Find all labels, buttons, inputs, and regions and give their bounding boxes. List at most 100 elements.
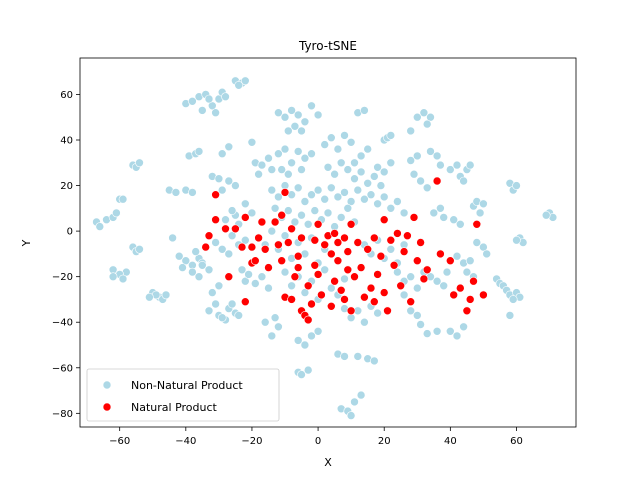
data-point bbox=[277, 256, 287, 266]
data-point bbox=[293, 263, 303, 272]
data-point bbox=[343, 165, 353, 174]
data-point bbox=[445, 165, 455, 174]
data-point bbox=[145, 292, 154, 302]
data-point bbox=[118, 194, 128, 204]
data-point bbox=[254, 169, 263, 179]
data-point bbox=[287, 281, 296, 291]
data-point bbox=[320, 194, 330, 204]
data-point bbox=[251, 279, 260, 288]
data-point bbox=[227, 299, 237, 309]
data-point bbox=[353, 352, 363, 361]
data-point bbox=[432, 176, 442, 186]
data-point bbox=[198, 106, 207, 115]
data-point bbox=[257, 160, 267, 170]
data-point bbox=[356, 390, 366, 400]
y-axis-ticks: −80 −60 −40 −20 0 20 40 60 bbox=[52, 90, 80, 420]
data-point bbox=[389, 260, 399, 270]
data-point bbox=[452, 251, 462, 261]
data-point bbox=[194, 147, 204, 156]
data-point bbox=[326, 133, 336, 142]
data-point bbox=[280, 267, 290, 277]
data-point bbox=[290, 217, 300, 227]
data-point bbox=[436, 160, 445, 170]
data-point bbox=[412, 311, 422, 320]
legend-marker-non-natural bbox=[102, 380, 112, 390]
data-point bbox=[353, 238, 363, 247]
data-point bbox=[406, 297, 416, 307]
data-point bbox=[333, 238, 343, 247]
data-point bbox=[419, 274, 429, 284]
y-tick-label: 60 bbox=[60, 90, 73, 101]
data-point bbox=[379, 288, 389, 297]
data-point bbox=[462, 267, 472, 277]
data-point bbox=[320, 240, 330, 250]
data-point bbox=[217, 245, 227, 254]
data-point bbox=[336, 285, 346, 295]
data-point bbox=[340, 233, 349, 243]
x-tick-label: 60 bbox=[510, 436, 523, 447]
data-point bbox=[108, 272, 118, 282]
data-point bbox=[283, 238, 293, 247]
data-point bbox=[346, 220, 356, 229]
x-tick-label: −60 bbox=[109, 436, 130, 447]
data-point bbox=[369, 172, 379, 181]
y-axis-label: Y bbox=[20, 239, 33, 247]
data-point bbox=[171, 188, 181, 197]
data-point bbox=[330, 229, 339, 238]
data-point bbox=[313, 326, 323, 336]
data-point bbox=[221, 92, 230, 101]
data-point bbox=[267, 226, 277, 236]
data-point bbox=[174, 251, 184, 261]
data-point bbox=[307, 299, 316, 309]
data-point bbox=[445, 256, 455, 266]
data-point bbox=[297, 165, 306, 174]
data-point bbox=[508, 295, 518, 304]
data-point bbox=[512, 235, 521, 245]
data-point bbox=[429, 208, 439, 218]
data-point bbox=[379, 215, 389, 224]
data-point bbox=[254, 233, 263, 243]
data-point bbox=[241, 213, 250, 222]
data-point bbox=[479, 199, 488, 209]
data-point bbox=[399, 247, 409, 256]
data-point bbox=[181, 256, 191, 266]
data-point bbox=[360, 194, 369, 204]
data-point bbox=[416, 320, 425, 329]
data-point bbox=[426, 147, 435, 156]
data-point bbox=[267, 165, 277, 174]
data-point bbox=[135, 245, 144, 254]
data-point bbox=[330, 276, 339, 286]
data-point bbox=[297, 233, 306, 243]
data-point bbox=[217, 185, 227, 195]
data-point bbox=[350, 158, 359, 168]
data-point bbox=[442, 267, 452, 277]
data-point bbox=[241, 235, 250, 245]
y-tick-label: 40 bbox=[60, 136, 73, 147]
data-point bbox=[247, 208, 257, 218]
data-point bbox=[333, 192, 343, 202]
data-point bbox=[307, 331, 316, 341]
data-point bbox=[459, 322, 468, 332]
data-point bbox=[432, 151, 442, 161]
data-point bbox=[356, 151, 366, 161]
data-point bbox=[300, 340, 310, 350]
data-point bbox=[346, 138, 356, 147]
data-point bbox=[406, 272, 416, 282]
data-point bbox=[326, 301, 336, 311]
data-point bbox=[455, 220, 465, 229]
data-point bbox=[399, 208, 409, 218]
data-point bbox=[479, 290, 488, 300]
data-point bbox=[350, 397, 359, 407]
data-point bbox=[293, 147, 303, 156]
data-point bbox=[373, 270, 382, 279]
data-point bbox=[234, 311, 243, 320]
data-point bbox=[237, 265, 247, 275]
data-point bbox=[217, 313, 227, 323]
data-point bbox=[326, 249, 336, 259]
data-point bbox=[303, 281, 313, 291]
data-point bbox=[340, 188, 349, 197]
data-point bbox=[300, 117, 310, 127]
y-tick-label: 20 bbox=[60, 181, 73, 192]
data-point bbox=[369, 297, 379, 307]
data-point bbox=[310, 206, 320, 215]
